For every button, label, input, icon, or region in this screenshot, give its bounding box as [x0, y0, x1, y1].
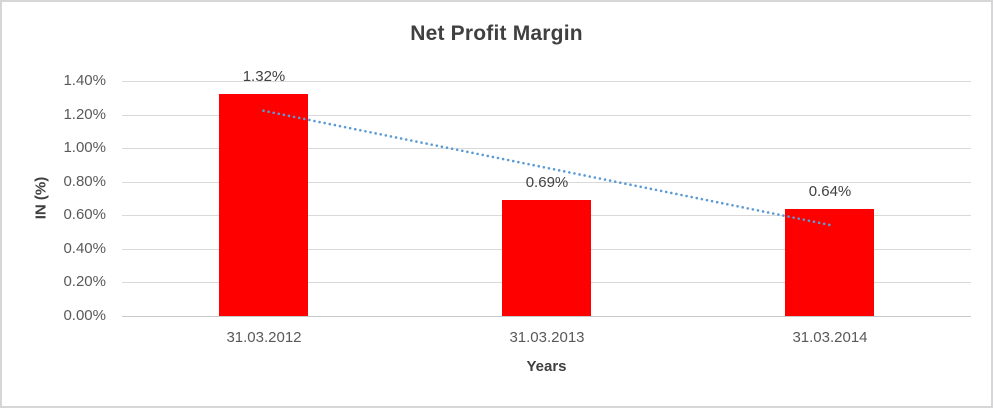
gridline	[122, 148, 971, 149]
x-tick-label: 31.03.2014	[792, 329, 868, 346]
y-tick-label: 0.00%	[63, 307, 106, 324]
gridline	[122, 81, 971, 82]
x-axis-line	[122, 316, 971, 317]
bar-data-label: 0.69%	[525, 174, 569, 191]
trendline	[262, 109, 831, 227]
x-tick-label: 31.03.2013	[509, 329, 585, 346]
x-tick-label: 31.03.2012	[226, 329, 302, 346]
chart-title: Net Profit Margin	[410, 22, 583, 45]
plot-area: 1.32% 0.69% 0.64%	[122, 68, 971, 317]
bar-data-label: 0.64%	[808, 183, 852, 200]
x-axis-title: Years	[526, 358, 567, 375]
gridline	[122, 115, 971, 116]
bar-31.03.2013	[502, 200, 591, 316]
y-tick-label: 1.00%	[63, 139, 106, 156]
y-tick-label: 1.20%	[63, 106, 106, 123]
y-tick-label: 0.60%	[63, 206, 106, 223]
gridline	[122, 182, 971, 183]
y-tick-label: 0.20%	[63, 273, 106, 290]
y-tick-label: 0.80%	[63, 173, 106, 190]
bar-data-label: 1.32%	[242, 68, 286, 85]
y-tick-label: 0.40%	[63, 240, 106, 257]
bar-31.03.2014	[785, 209, 874, 316]
y-tick-label: 1.40%	[63, 72, 106, 89]
bar-31.03.2012	[219, 94, 308, 316]
